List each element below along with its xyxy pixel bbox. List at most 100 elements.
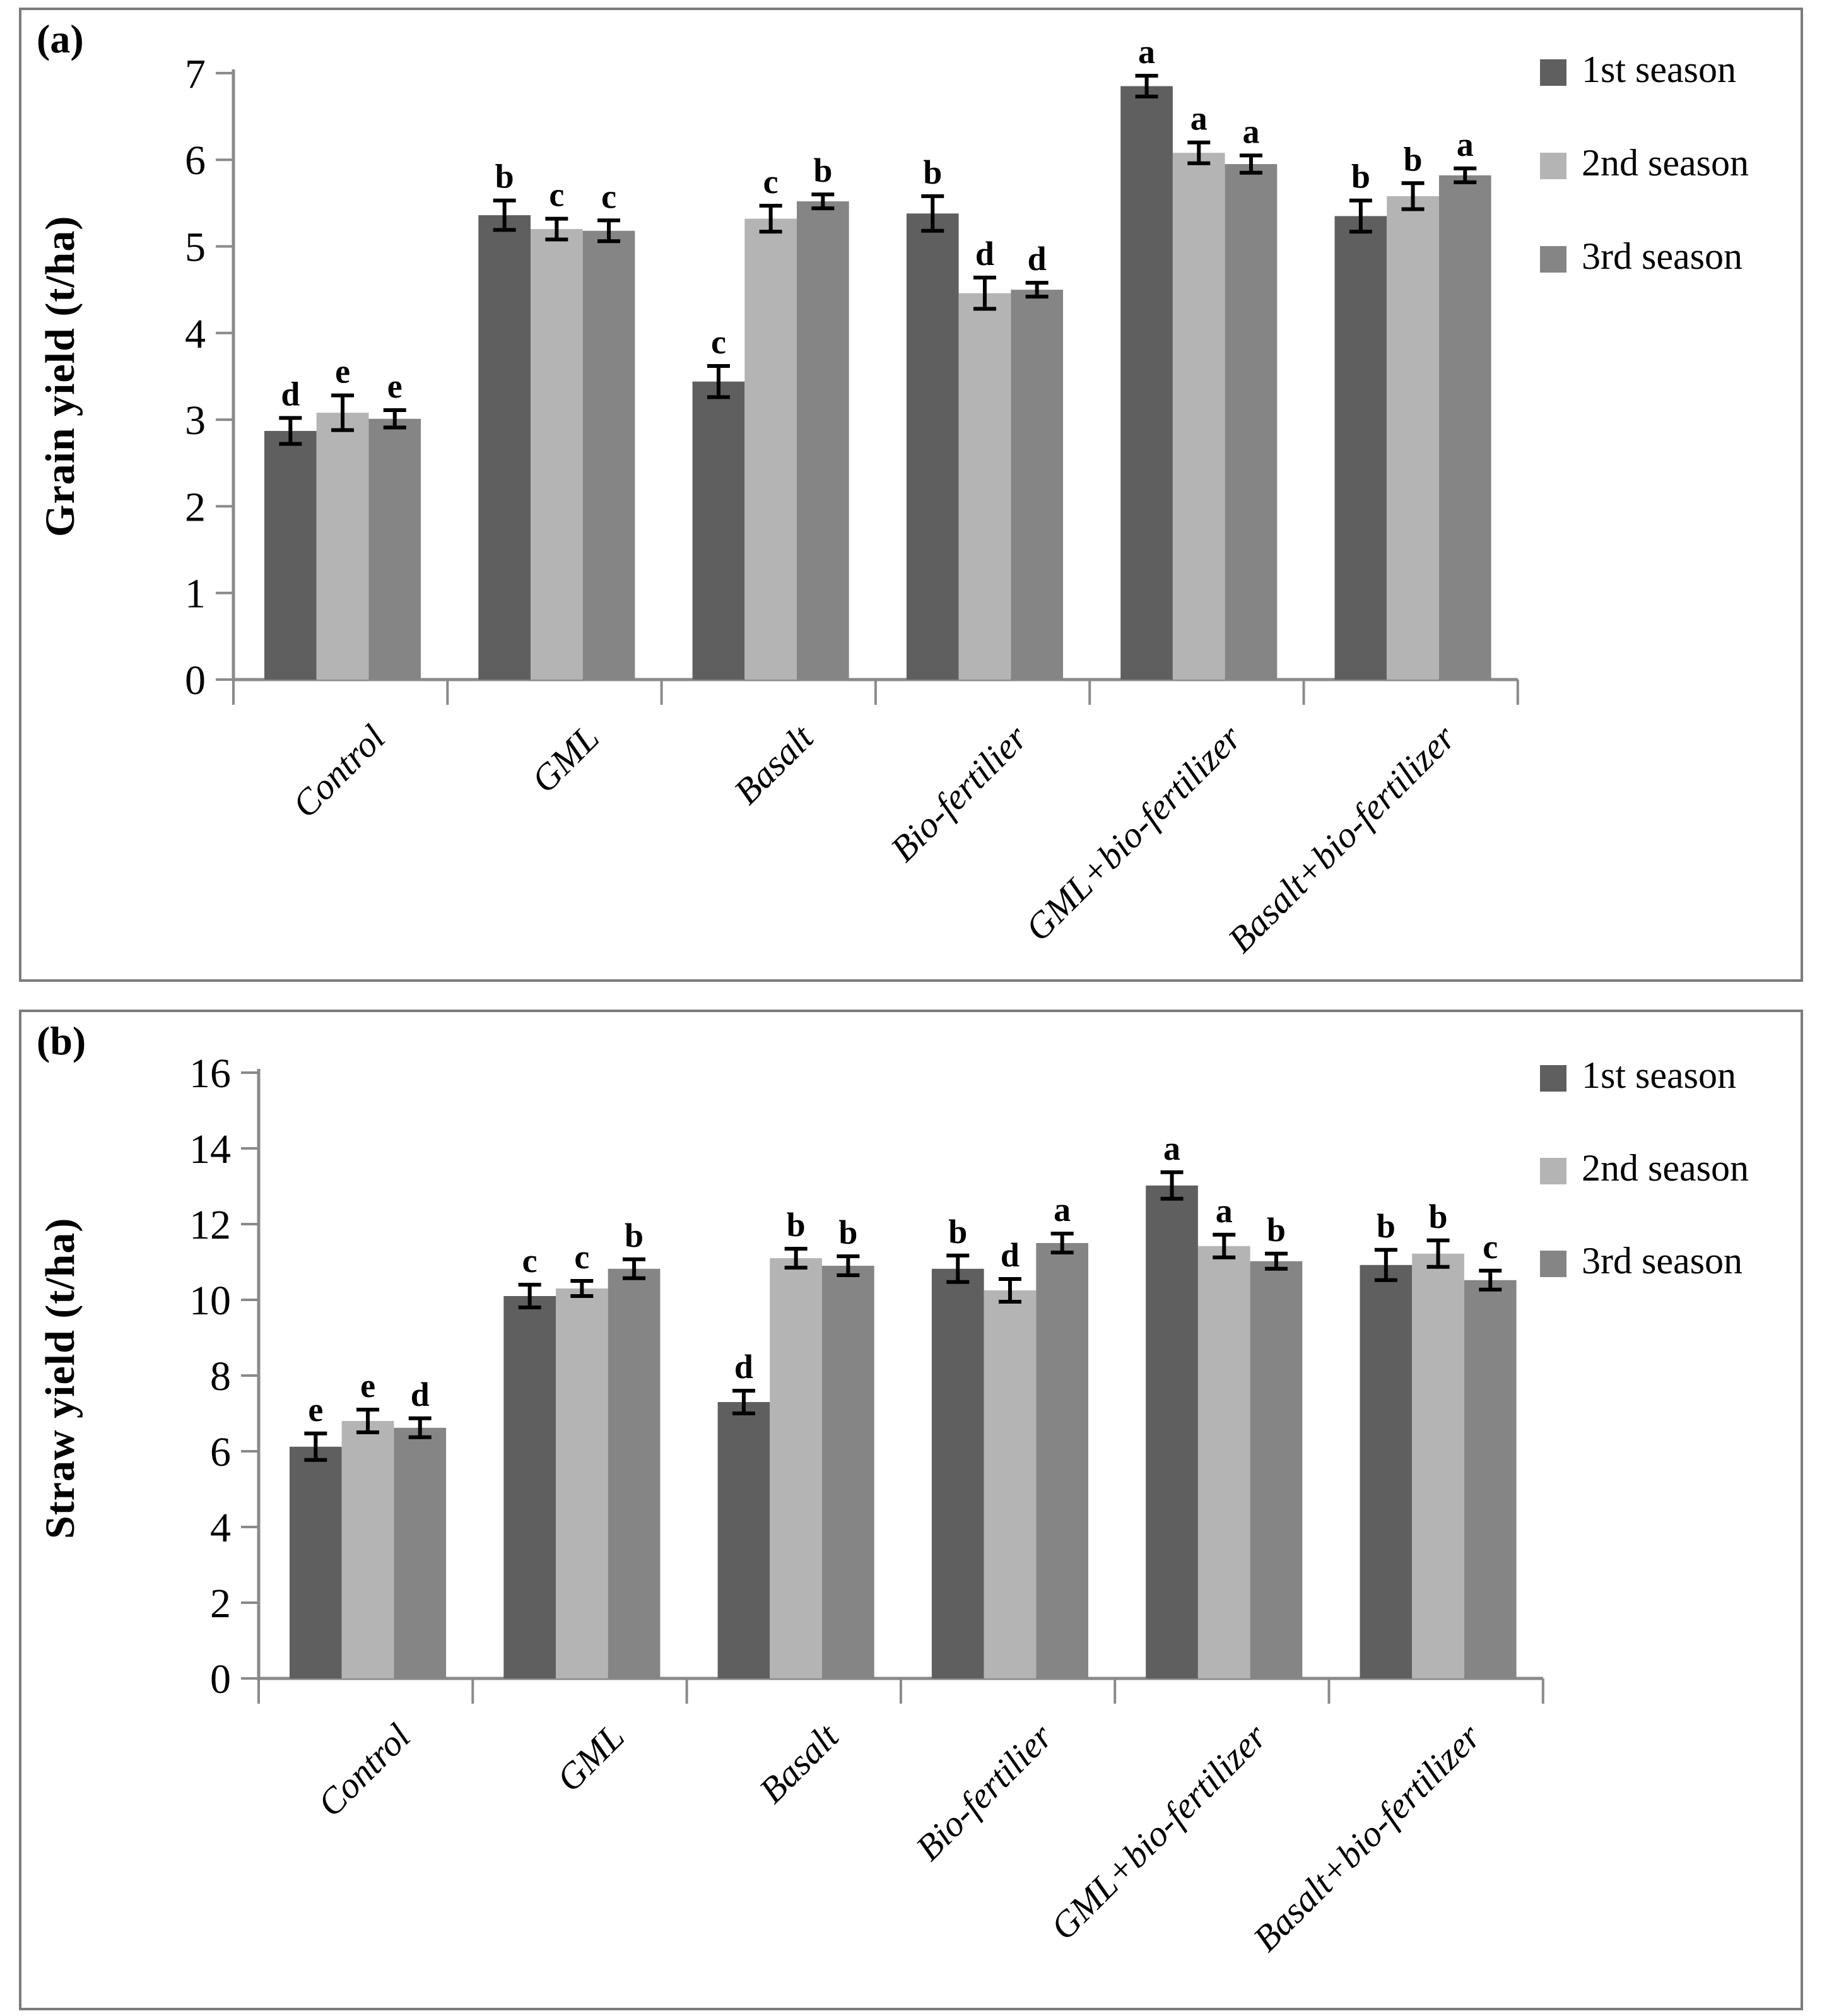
error-bar: [1050, 1232, 1074, 1254]
bar-2nd-season-Control: [341, 1421, 394, 1678]
legend-swatch: [1540, 246, 1566, 273]
significance-letter: a: [1457, 126, 1474, 163]
significance-letter: c: [574, 1238, 589, 1276]
significance-letter: e: [387, 367, 403, 405]
bar-2nd-season-Control: [316, 413, 369, 680]
y-tick-label: 0: [210, 1656, 231, 1702]
significance-letter: d: [411, 1376, 430, 1413]
error-bar: [811, 192, 835, 211]
bar-1st-season-GML: [478, 215, 531, 680]
significance-letter: a: [1216, 1192, 1233, 1230]
significance-letter: d: [734, 1348, 753, 1386]
legend-label: 3rd season: [1582, 1240, 1743, 1282]
y-tick-label: 10: [189, 1278, 231, 1324]
error-bar: [837, 1254, 860, 1277]
x-category-label: GML: [524, 717, 608, 801]
error-bar: [279, 416, 302, 446]
significance-letter: b: [923, 153, 942, 191]
error-bar: [1264, 1251, 1288, 1271]
x-category-label: Bio-fertilier: [908, 1716, 1061, 1868]
panel-label-a: (a): [37, 16, 84, 61]
legend-label: 2nd season: [1582, 142, 1749, 184]
error-bar: [356, 1408, 380, 1434]
legend-swatch: [1540, 153, 1566, 179]
x-category-label: GML+bio-fertilizer: [1042, 1716, 1274, 1948]
bar-3rd-season-GML+bio-fertilizer: [1225, 164, 1278, 680]
error-bar: [304, 1431, 327, 1462]
error-bar: [570, 1279, 594, 1298]
significance-letter: c: [522, 1242, 538, 1280]
legend-item: 2nd season: [1540, 142, 1749, 184]
error-bar: [998, 1277, 1021, 1304]
y-tick-label: 12: [189, 1202, 231, 1248]
error-bar: [784, 1247, 808, 1270]
bar-1st-season-Control: [264, 430, 317, 680]
y-tick-label: 0: [185, 657, 206, 704]
bar-1st-season-GML+bio-fertilizer: [1146, 1185, 1198, 1678]
bar-1st-season-GML: [503, 1296, 556, 1678]
bar-3rd-season-GML: [582, 230, 635, 680]
y-axis-title-grain-yield: Grain yield (t/ha): [37, 215, 83, 537]
legend-label: 2nd season: [1582, 1147, 1749, 1189]
y-tick-label: 1: [185, 571, 206, 617]
bar-2nd-season-Basalt+bio-fertilizer: [1412, 1253, 1464, 1678]
bar-1st-season-Basalt+bio-fertilizer: [1334, 216, 1387, 680]
bar-1st-season-Bio-fertilier: [906, 213, 959, 680]
significance-letter: e: [308, 1391, 323, 1429]
significance-letter: b: [1404, 140, 1423, 178]
significance-letter: a: [1054, 1191, 1071, 1229]
bar-3rd-season-GML+bio-fertilizer: [1250, 1261, 1303, 1678]
legend-item: 1st season: [1540, 49, 1736, 90]
significance-letter: b: [948, 1213, 967, 1251]
error-bar: [1479, 1268, 1502, 1292]
error-bar: [1454, 166, 1477, 184]
significance-letter: c: [1483, 1228, 1498, 1266]
significance-letter: b: [838, 1213, 857, 1251]
error-bar: [493, 198, 516, 232]
y-tick-label: 4: [210, 1505, 231, 1551]
bar-3rd-season-Bio-fertilier: [1011, 290, 1063, 680]
x-category-label: Control: [310, 1716, 418, 1824]
bar-1st-season-Bio-fertilier: [931, 1268, 984, 1678]
error-bar: [408, 1416, 432, 1439]
error-bar: [1426, 1238, 1450, 1269]
bar-2nd-season-GML+bio-fertilizer: [1197, 1246, 1250, 1678]
panel-label-b: (b): [37, 1018, 86, 1063]
significance-letter: b: [1267, 1211, 1286, 1249]
error-bar: [1160, 1170, 1184, 1201]
error-bar: [1401, 181, 1425, 211]
error-bar: [1187, 140, 1211, 165]
error-bar: [946, 1253, 970, 1284]
significance-letter: d: [1001, 1236, 1020, 1274]
error-bar: [921, 194, 944, 233]
significance-letter: c: [711, 323, 726, 361]
y-tick-label: 6: [210, 1429, 231, 1475]
x-category-label: Control: [285, 717, 393, 825]
y-tick-label: 2: [185, 484, 206, 530]
bar-3rd-season-Basalt: [797, 201, 849, 680]
bar-2nd-season-GML: [556, 1288, 608, 1678]
y-axis-title-straw-yield: Straw yield (t/ha): [37, 1217, 83, 1539]
legend-swatch: [1540, 1251, 1566, 1277]
error-bar: [732, 1389, 755, 1415]
error-bar: [759, 203, 782, 234]
legend-item: 1st season: [1540, 1054, 1736, 1096]
significance-letter: e: [335, 353, 350, 391]
significance-letter: d: [1028, 240, 1047, 278]
y-tick-label: 6: [185, 138, 206, 184]
significance-letter: b: [813, 151, 832, 189]
x-category-label: GML+bio-fertilizer: [1017, 717, 1249, 949]
legend-label: 1st season: [1582, 1054, 1736, 1096]
significance-letter: b: [1377, 1207, 1396, 1245]
significance-letter: e: [360, 1367, 375, 1405]
x-category-label: GML: [549, 1716, 633, 1800]
bar-2nd-season-Bio-fertilier: [958, 293, 1011, 680]
bar-3rd-season-GML: [608, 1268, 661, 1678]
error-bar: [331, 393, 355, 432]
bar-1st-season-Basalt: [692, 381, 745, 680]
x-category-label: Bio-fertilier: [883, 717, 1035, 869]
error-bar: [597, 218, 621, 244]
error-bar: [518, 1283, 541, 1309]
legend-item: 2nd season: [1540, 1147, 1749, 1189]
